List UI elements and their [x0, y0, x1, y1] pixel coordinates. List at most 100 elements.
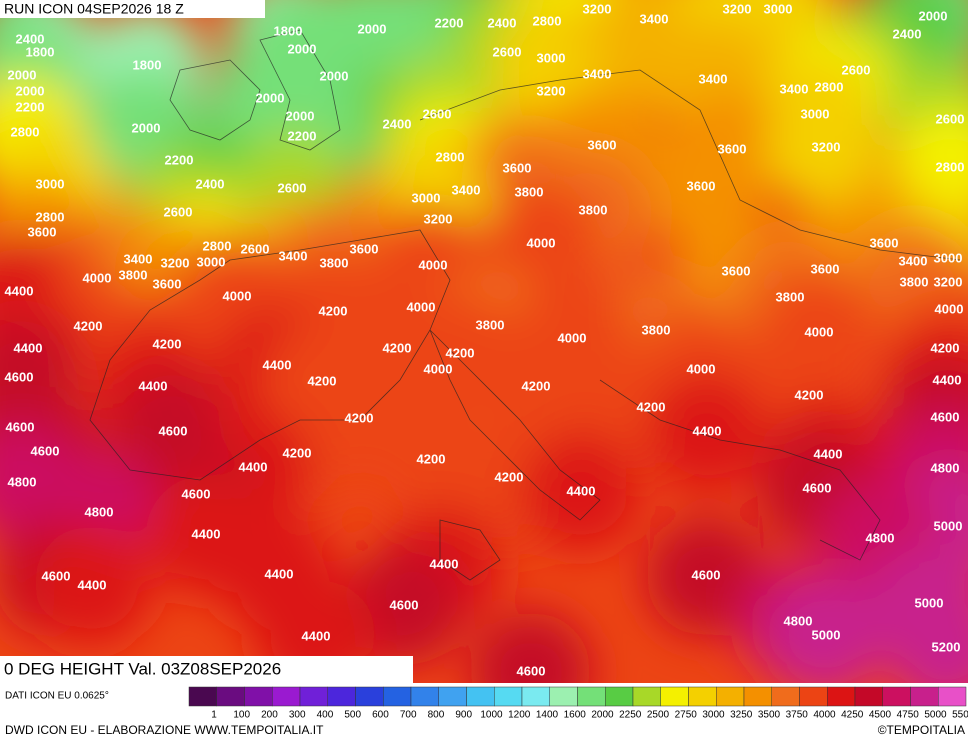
contour-label: 4000 — [805, 324, 834, 339]
contour-label: 4600 — [159, 423, 188, 438]
contour-label: 3200 — [161, 255, 190, 270]
field-title: 0 DEG HEIGHT Val. 03Z08SEP2026 — [4, 659, 281, 678]
contour-label: 4800 — [931, 460, 960, 475]
legend-swatch — [854, 686, 883, 707]
legend-label: 400 — [317, 710, 334, 721]
contour-label: 4400 — [78, 577, 107, 592]
legend-swatch — [688, 686, 717, 707]
contour-label: 4200 — [637, 399, 666, 414]
contour-label: 4800 — [8, 474, 37, 489]
contour-label: 2200 — [435, 15, 464, 30]
contour-label: 3800 — [900, 274, 929, 289]
contour-label: 3600 — [718, 141, 747, 156]
legend-swatch — [438, 686, 467, 707]
contour-label: 3600 — [28, 224, 57, 239]
contour-label: 3000 — [36, 176, 65, 191]
legend-label: 2250 — [619, 710, 642, 721]
contour-label: 2800 — [203, 238, 232, 253]
legend-swatch — [216, 686, 245, 707]
legend-swatch — [743, 686, 772, 707]
contour-label: 4400 — [814, 446, 843, 461]
contour-label: 3000 — [764, 1, 793, 16]
contour-label: 4000 — [527, 235, 556, 250]
legend-swatch — [827, 686, 856, 707]
contour-label: 2800 — [815, 79, 844, 94]
contour-label: 4600 — [931, 409, 960, 424]
field-blob — [766, 88, 886, 208]
field-blob — [521, 432, 641, 552]
legend-label: 4250 — [841, 710, 864, 721]
contour-label: 2000 — [358, 21, 387, 36]
contour-label: 5000 — [812, 627, 841, 642]
legend-label: 800 — [428, 710, 445, 721]
contour-label: 3600 — [870, 235, 899, 250]
source-label: DATI ICON EU 0.0625° — [5, 691, 109, 702]
contour-label: 2000 — [919, 8, 948, 23]
contour-label: 4200 — [153, 336, 182, 351]
contour-label: 4200 — [319, 303, 348, 318]
contour-label: 4800 — [866, 530, 895, 545]
contour-label: 4200 — [795, 387, 824, 402]
contour-label: 4600 — [6, 419, 35, 434]
contour-label: 4400 — [693, 423, 722, 438]
contour-label: 4400 — [933, 372, 962, 387]
contour-label: 3000 — [412, 190, 441, 205]
contour-label: 2600 — [493, 44, 522, 59]
legend-swatch — [716, 686, 745, 707]
legend-swatch — [771, 686, 800, 707]
contour-label: 4200 — [417, 451, 446, 466]
contour-label: 4200 — [283, 445, 312, 460]
legend-swatch — [383, 686, 412, 707]
contour-label: 4600 — [182, 486, 211, 501]
contour-label: 2600 — [842, 62, 871, 77]
contour-label: 3200 — [812, 139, 841, 154]
contour-label: 1800 — [26, 44, 55, 59]
contour-label: 2600 — [278, 180, 307, 195]
contour-label: 2000 — [132, 120, 161, 135]
legend-swatch — [299, 686, 328, 707]
legend-swatch — [882, 686, 911, 707]
contour-label: 2000 — [256, 90, 285, 105]
contour-label: 4600 — [390, 597, 419, 612]
contour-label: 2600 — [936, 111, 965, 126]
contour-label: 2400 — [196, 176, 225, 191]
contour-label: 3800 — [320, 255, 349, 270]
contour-labels: 3200 3400 3200 3000 2000 2400 2200 2400 2800 2400… — [5, 1, 965, 678]
contour-label: 2000 — [320, 68, 349, 83]
contour-label: 4400 — [239, 459, 268, 474]
contour-label: 3200 — [583, 1, 612, 16]
copyright: ©TEMPOITALIA — [878, 723, 965, 737]
contour-label: 4200 — [345, 410, 374, 425]
contour-label: 4000 — [558, 330, 587, 345]
contour-label: 4400 — [430, 556, 459, 571]
contour-label: 3600 — [350, 241, 379, 256]
legend-swatch — [938, 686, 967, 707]
contour-label: 2400 — [383, 116, 412, 131]
contour-label: 4400 — [192, 526, 221, 541]
contour-label: 4000 — [83, 270, 112, 285]
legend-swatch — [577, 686, 606, 707]
contour-label: 2800 — [11, 124, 40, 139]
contour-label: 4200 — [522, 378, 551, 393]
contour-label: 1800 — [274, 23, 303, 38]
contour-label: 3600 — [503, 160, 532, 175]
contour-label: 4400 — [14, 340, 43, 355]
contour-label: 4000 — [407, 299, 436, 314]
legend-swatch — [521, 686, 550, 707]
legend-label: 5000 — [924, 710, 947, 721]
contour-label: 3400 — [780, 81, 809, 96]
field-blob — [766, 576, 886, 683]
legend-label: 3500 — [758, 710, 781, 721]
contour-label: 2800 — [936, 159, 965, 174]
contour-label: 4600 — [5, 369, 34, 384]
field-blob — [476, 327, 596, 447]
contour-label: 4200 — [383, 340, 412, 355]
legend-label: 900 — [455, 710, 472, 721]
contour-label: 3000 — [934, 250, 963, 265]
credit: DWD ICON EU - ELABORAZIONE WWW.TEMPOITAL… — [5, 723, 324, 737]
contour-label: 2400 — [488, 15, 517, 30]
contour-label: 4000 — [935, 301, 964, 316]
contour-label: 4000 — [687, 361, 716, 376]
